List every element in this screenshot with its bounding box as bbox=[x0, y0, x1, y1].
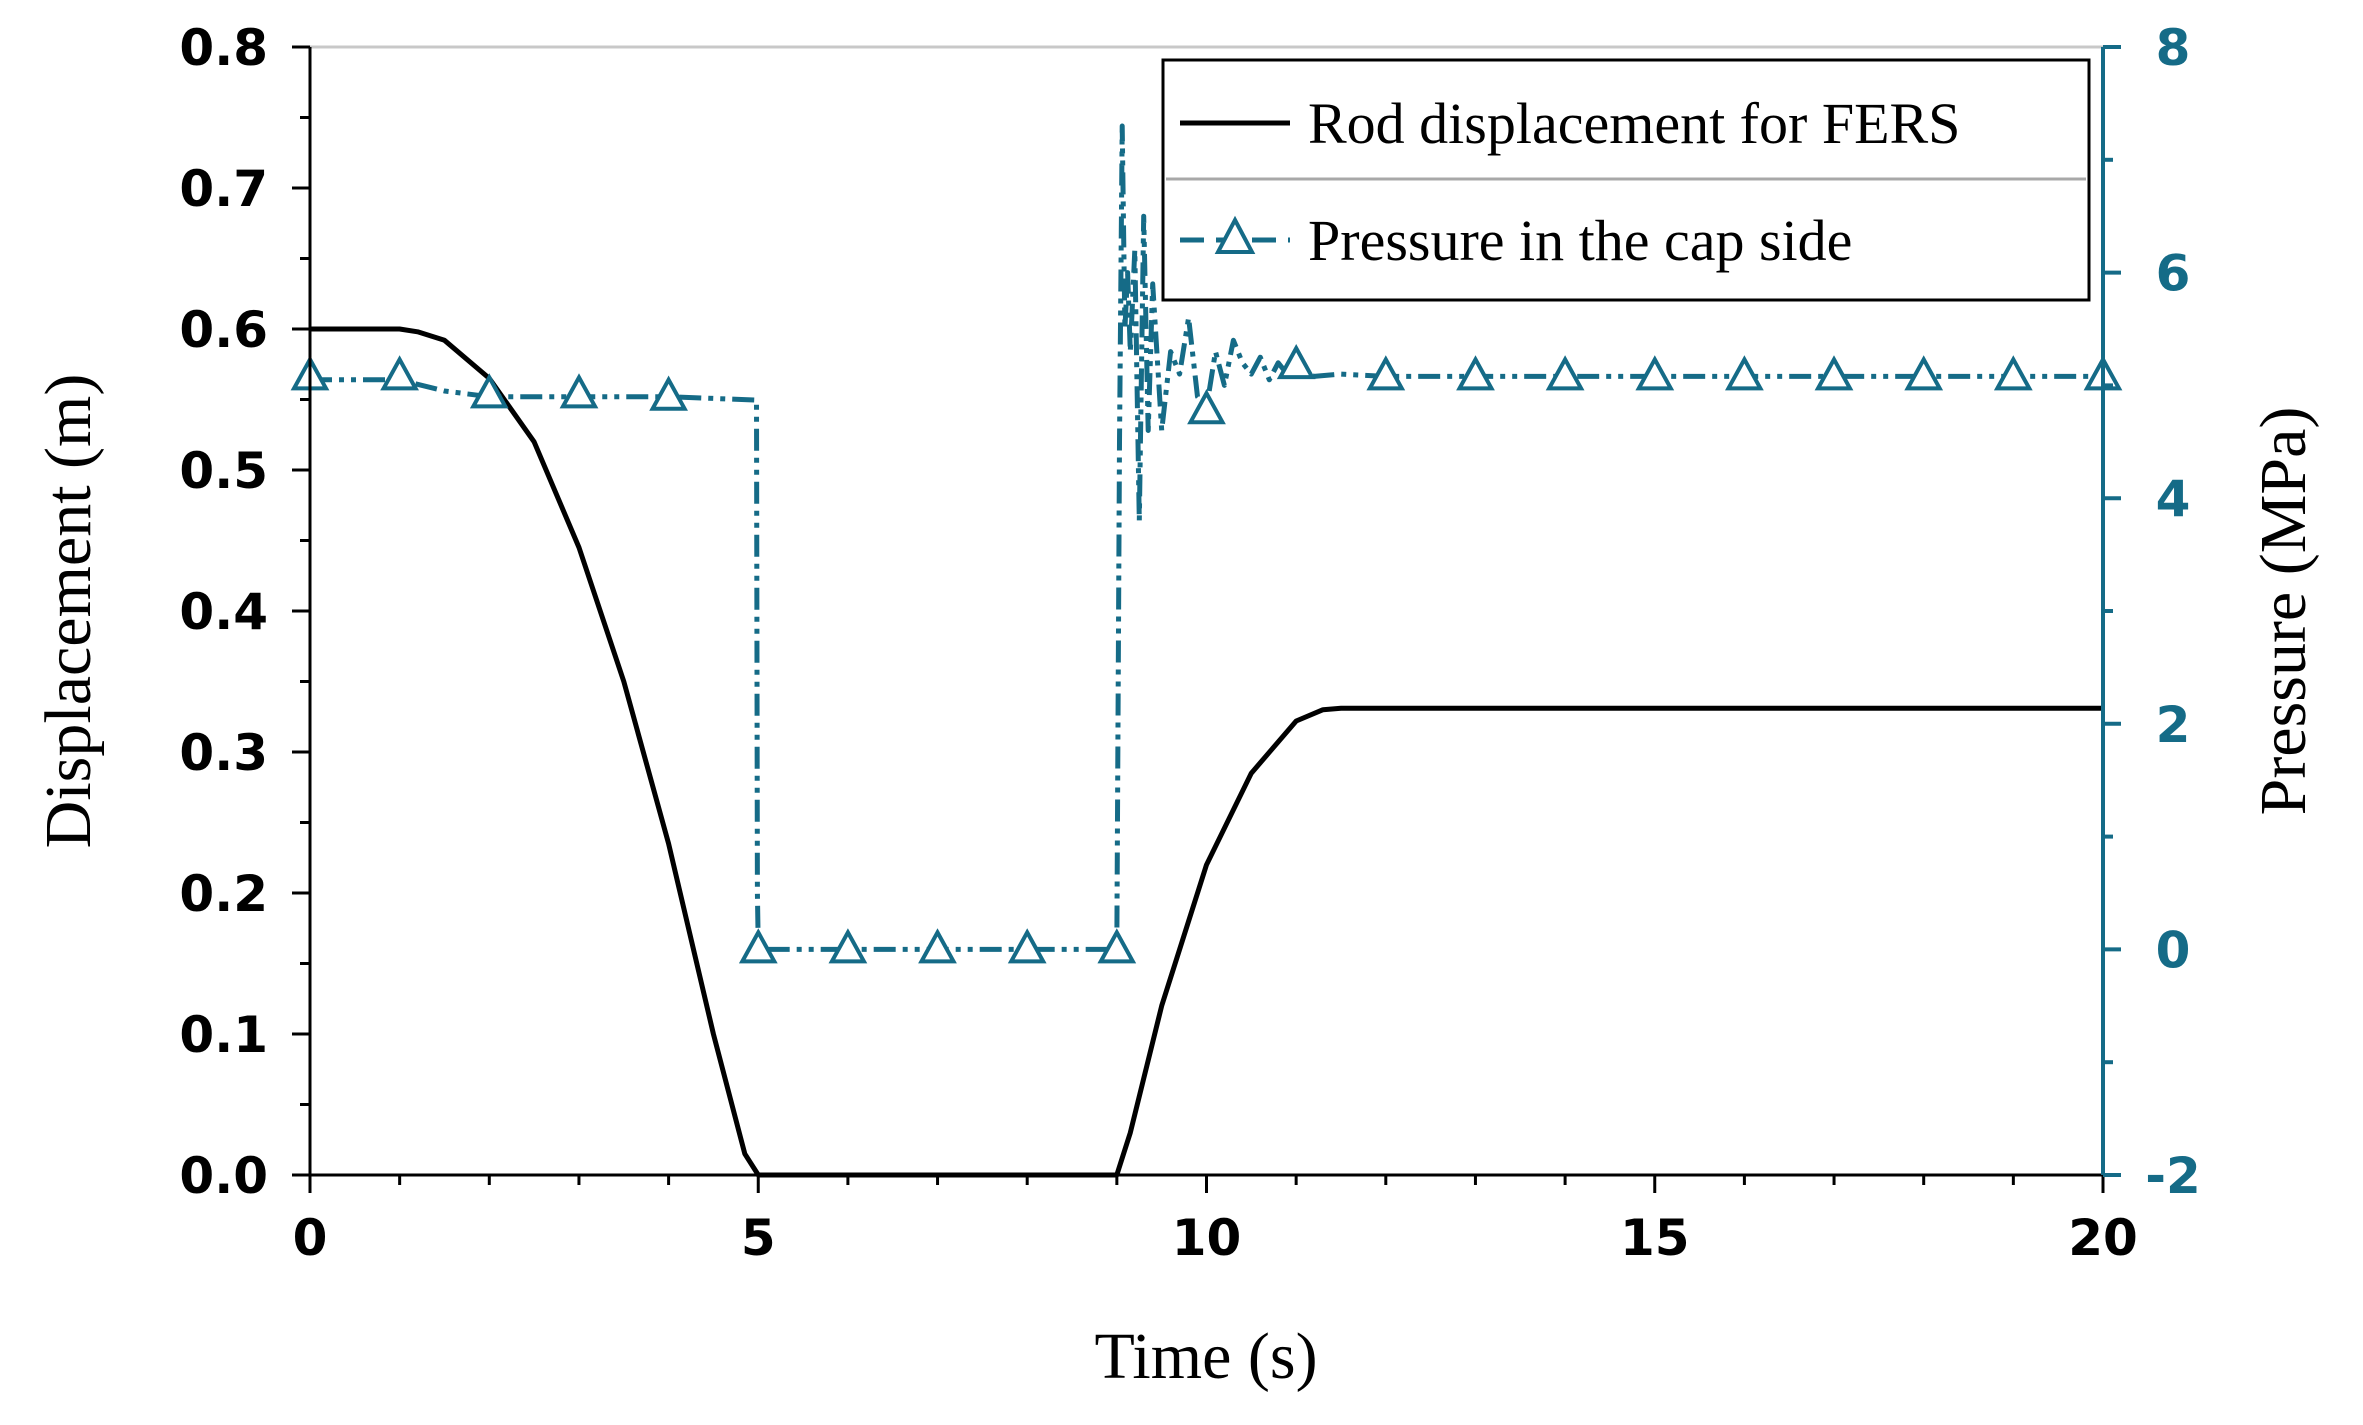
y2-axis-title: Pressure (MPa) bbox=[2247, 407, 2320, 816]
pressure-marker bbox=[828, 928, 868, 964]
y-tick-label: 0.1 bbox=[179, 1006, 268, 1064]
pressure-marker bbox=[469, 373, 509, 409]
pressure-marker bbox=[1007, 928, 1047, 964]
x-tick-label: 0 bbox=[293, 1209, 328, 1267]
pressure-marker bbox=[918, 928, 957, 964]
pressure-marker bbox=[559, 373, 599, 409]
y-tick-label: 0.6 bbox=[179, 301, 268, 359]
legend-label-displacement: Rod displacement for FERS bbox=[1308, 91, 1960, 156]
pressure-marker bbox=[1725, 355, 1764, 391]
y2-tick-label: -2 bbox=[2145, 1147, 2201, 1205]
pressure-marker bbox=[1814, 355, 1854, 391]
y2-tick-label: 8 bbox=[2156, 19, 2191, 77]
y-tick-label: 0.7 bbox=[179, 160, 268, 218]
pressure-marker bbox=[380, 355, 419, 391]
pressure-marker bbox=[738, 928, 778, 964]
pressure-marker bbox=[649, 375, 688, 411]
legend-triangle-marker bbox=[1214, 215, 1256, 254]
y-tick-label: 0.4 bbox=[179, 583, 268, 641]
x-axis-title: Time (s) bbox=[1094, 1320, 1317, 1393]
pressure-marker bbox=[1635, 355, 1675, 391]
x-tick-label: 5 bbox=[741, 1209, 776, 1267]
y2-tick-label: 2 bbox=[2156, 696, 2191, 754]
y-axis-title: Displacement (m) bbox=[32, 374, 105, 849]
y2-tick-label: 0 bbox=[2156, 921, 2191, 979]
x-tick-label: 20 bbox=[2068, 1209, 2138, 1267]
pressure-marker bbox=[1276, 343, 1316, 380]
pressure-marker bbox=[1097, 928, 1137, 964]
x-tick-label: 10 bbox=[1172, 1209, 1242, 1267]
y-tick-label: 0.8 bbox=[179, 19, 268, 77]
pressure-marker bbox=[1366, 355, 1406, 391]
pressure-marker bbox=[1187, 389, 1226, 425]
y2-tick-label: 4 bbox=[2156, 470, 2191, 528]
displacement-line bbox=[310, 326, 2103, 1178]
y-tick-label: 0.2 bbox=[179, 865, 268, 923]
y-tick-label: 0.0 bbox=[179, 1147, 268, 1205]
pressure-marker bbox=[1545, 355, 1585, 391]
pressure-marker bbox=[1456, 355, 1495, 391]
pressure-marker bbox=[1993, 355, 2033, 391]
legend-label-pressure: Pressure in the cap side bbox=[1308, 208, 1852, 273]
legend: Rod displacement for FERS Pressure in th… bbox=[1161, 58, 2091, 302]
y-tick-label: 0.5 bbox=[179, 442, 268, 500]
x-tick-label: 15 bbox=[1620, 1209, 1690, 1267]
y2-tick-label: 6 bbox=[2156, 245, 2191, 303]
pressure-marker bbox=[1904, 355, 1944, 391]
y-tick-label: 0.3 bbox=[179, 724, 268, 782]
